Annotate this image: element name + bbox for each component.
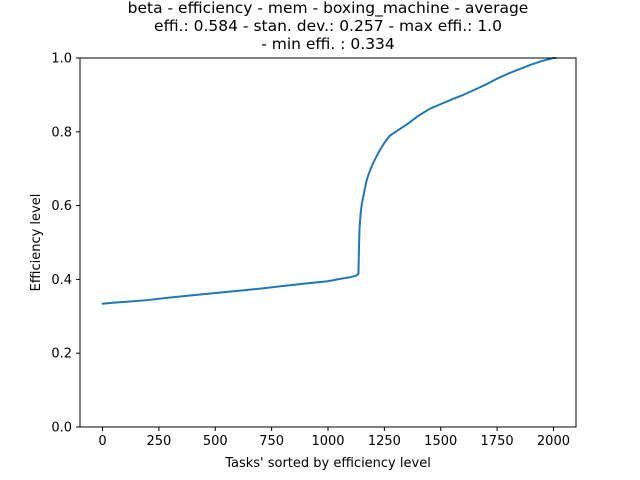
y-axis: 0.0 0.2 0.4 0.6 0.8 1.0 [51,52,80,436]
y-tick-label: 0.4 [51,273,72,288]
x-tick-label: 750 [259,434,284,449]
x-tick-label: 250 [146,434,171,449]
y-tick-label: 1.0 [51,52,72,67]
x-tick-label: 1000 [311,434,344,449]
y-axis-label: Efficiency level [29,194,44,292]
y-tick-label: 0.0 [51,421,72,436]
series-line-1 [101,57,557,305]
x-tick-label: 1750 [481,434,514,449]
x-axis: 0 250 500 750 1000 1250 1500 1750 2000 [98,427,570,449]
x-tick-label: 500 [203,434,228,449]
y-tick-label: 0.2 [51,347,72,362]
x-tick-label: 0 [98,434,106,449]
plot-frame [79,57,577,428]
title-line-2: effi.: 0.584 - stan. dev.: 0.257 - max e… [154,17,502,35]
x-axis-label: Tasks' sorted by efficiency level [224,456,431,471]
title-line-3: - min effi. : 0.334 [261,35,395,53]
chart-title: beta - efficiency - mem - boxing_machine… [128,0,529,53]
series-layer [101,57,557,305]
y-tick-label: 0.6 [51,199,72,214]
x-tick-label: 1500 [424,434,457,449]
title-line-1: beta - efficiency - mem - boxing_machine… [128,0,529,18]
x-tick-label: 2000 [537,434,570,449]
x-tick-label: 1250 [368,434,401,449]
y-tick-label: 0.8 [51,125,72,140]
